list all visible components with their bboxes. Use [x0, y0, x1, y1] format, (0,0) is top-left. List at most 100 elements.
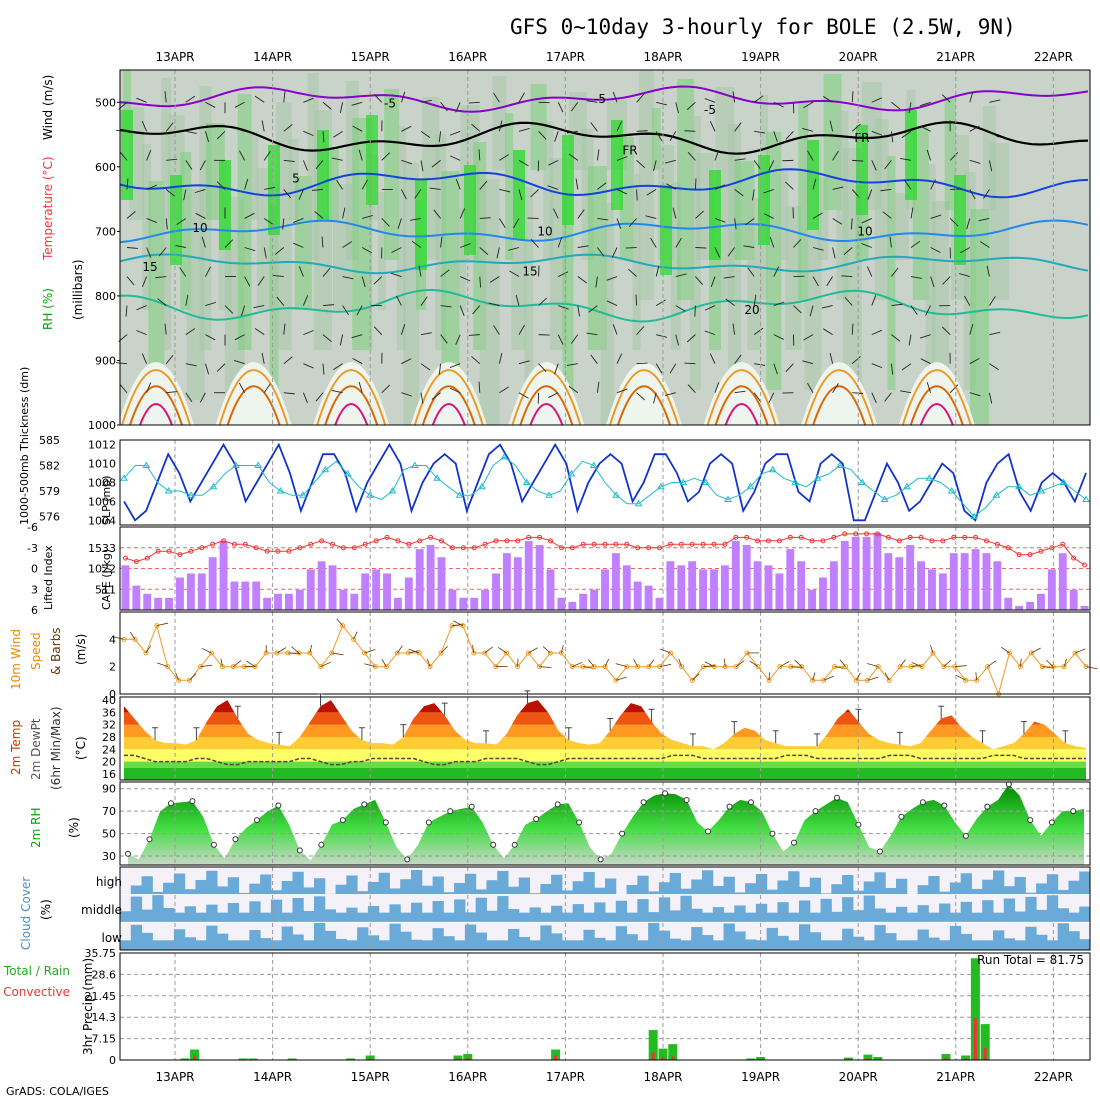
wind-barb: [157, 298, 167, 306]
cloud-bar: [260, 938, 272, 950]
wind-barb: [244, 178, 249, 190]
wind-barb: [479, 217, 491, 219]
cloud-bar: [852, 936, 865, 950]
thickness-point: [567, 470, 576, 477]
cloud-bar: [551, 905, 563, 923]
cloud-bar: [1046, 895, 1059, 923]
wind-barb: [429, 187, 441, 190]
cape-bar: [306, 569, 315, 610]
wind-barb: [956, 674, 966, 681]
cape-bar: [132, 585, 141, 610]
precip-total-bar: [453, 1055, 463, 1060]
rh-shade: [798, 103, 809, 300]
wind-barb: [146, 149, 152, 161]
precip-total-bar: [970, 958, 980, 1060]
wind-barb: [239, 382, 245, 393]
wind-barb: [926, 382, 932, 393]
precip-convective-bar: [456, 1058, 460, 1060]
wind-barb: [449, 155, 461, 161]
rh-shade: [619, 137, 634, 260]
slp-label: SLP (mb): [100, 475, 113, 525]
wind-barb: [568, 153, 579, 161]
cloud-bar: [130, 896, 143, 923]
wind-barb: [420, 392, 424, 404]
contour-label: 10: [192, 221, 207, 235]
temp-band: [124, 736, 1086, 750]
wind-barb: [322, 304, 334, 307]
lifted-index-point: [297, 545, 303, 551]
wind-barb: [401, 125, 412, 132]
cloud-bar: [432, 876, 444, 895]
cape-bar: [982, 553, 991, 610]
rh-point: [919, 799, 926, 806]
cloud-bar: [583, 872, 595, 895]
lifted-index-line: [125, 533, 1085, 566]
wind-barb: [606, 276, 618, 281]
contour-label: 10: [857, 224, 872, 238]
rh-shade: [970, 209, 990, 425]
wind-barb: [478, 149, 481, 161]
wind-barb: [499, 386, 509, 394]
wind-barb: [749, 660, 759, 667]
date-tick-label: 18APR: [643, 1070, 682, 1084]
lifted-index-tick-label: -3: [27, 542, 38, 555]
wind-barb: [768, 672, 771, 681]
cloud-bar: [540, 883, 552, 895]
wind-barb: [596, 149, 600, 161]
cloud-bar: [917, 905, 929, 923]
wind-barb: [714, 149, 720, 161]
temp-tick-label: 28: [102, 731, 116, 744]
wind-barb: [408, 648, 420, 654]
wind-speed-point: [525, 650, 531, 656]
slp-tick-label: 1010: [88, 458, 116, 471]
wind-barb: [812, 212, 823, 219]
wind-barb: [910, 276, 922, 279]
cloud-bar: [831, 884, 843, 895]
isotherm-25: [218, 369, 289, 426]
cloud-bar: [852, 890, 865, 895]
wind-barb: [665, 159, 676, 164]
cloud-bar: [120, 911, 132, 923]
cloud-bar: [411, 870, 423, 895]
wind-barb: [656, 101, 667, 106]
wind-barb: [807, 150, 814, 161]
wind-barb: [538, 363, 547, 373]
wind-barb: [373, 326, 383, 335]
thickness-point: [947, 487, 956, 494]
cloud-bar: [195, 940, 207, 950]
cloud-bar: [238, 892, 250, 895]
top-date-axis: 13APR 14APR 15APR 16APR 17APR 18APR 19APR 20APR…: [155, 50, 1072, 64]
isotherm-25: [609, 369, 679, 426]
cloud-bar: [766, 889, 778, 895]
wind-barb: [479, 247, 489, 256]
wind-barb: [497, 647, 507, 654]
wind-barb: [189, 673, 197, 681]
wind-speed-point: [897, 664, 903, 670]
pressure-label: (millibars): [71, 259, 85, 320]
rh-point: [962, 832, 969, 839]
wind-barb: [890, 363, 894, 375]
cloud-bar: [734, 892, 746, 895]
wind-barb: [803, 101, 814, 109]
wind-barb: [263, 218, 274, 225]
lifted-index-point: [765, 538, 771, 544]
precip-convective-bar: [466, 1057, 470, 1060]
cloud-bar: [885, 933, 897, 950]
rh-shade: [237, 94, 252, 350]
cloud-bar: [1025, 926, 1037, 950]
wind-barb: [773, 101, 784, 108]
wind-barb: [224, 239, 234, 248]
wind-barb: [460, 243, 471, 248]
thickness-point: [836, 461, 844, 468]
cloud-bar: [906, 940, 919, 950]
cloud-bar: [551, 933, 563, 950]
cloud-bar: [1057, 889, 1069, 895]
wind-barb: [488, 302, 500, 307]
wind-barb: [943, 659, 952, 667]
wind-barb: [342, 207, 346, 219]
wind-barb: [322, 267, 331, 277]
rh2m-labels: 2m RH (%): [29, 808, 81, 849]
precip-total-bar: [190, 1049, 200, 1060]
wind-barb: [342, 276, 354, 280]
